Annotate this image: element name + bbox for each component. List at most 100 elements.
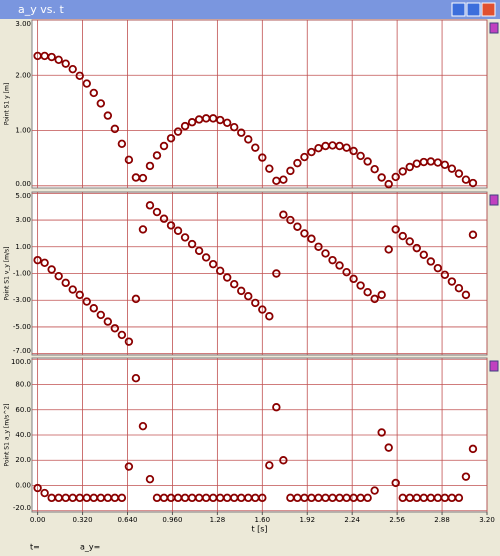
y-tick-label: -3.00 — [13, 296, 31, 304]
x-tick-label: 0.320 — [73, 516, 93, 524]
data-point — [33, 483, 42, 493]
data-point — [187, 118, 197, 127]
data-point — [370, 486, 379, 495]
data-point — [223, 273, 232, 282]
data-point — [173, 226, 183, 235]
data-point — [152, 207, 162, 217]
data-point — [145, 161, 155, 171]
data-point — [356, 281, 365, 290]
data-point — [468, 230, 478, 239]
data-point — [103, 317, 113, 326]
x-tick-label: 1.60 — [255, 516, 271, 524]
data-point — [377, 173, 386, 182]
data-point — [356, 151, 365, 161]
data-point — [265, 461, 274, 470]
data-point — [377, 290, 386, 300]
x-axis-label: t [s] — [251, 525, 267, 534]
data-point — [286, 166, 295, 176]
close-button[interactable] — [481, 2, 496, 17]
y-tick-label: 20.0 — [15, 456, 31, 464]
data-point — [75, 290, 84, 300]
data-point — [145, 201, 155, 210]
plot-area — [31, 19, 488, 189]
data-point — [370, 165, 379, 174]
data-point — [237, 128, 246, 137]
x-tick-label: 1.28 — [210, 516, 226, 524]
data-point — [377, 428, 386, 437]
data-point — [54, 55, 63, 64]
data-point — [398, 231, 407, 241]
data-point — [398, 167, 407, 176]
data-point — [152, 151, 162, 160]
data-point — [244, 135, 253, 144]
data-point — [440, 270, 450, 280]
data-point — [110, 324, 120, 333]
data-point — [349, 146, 358, 156]
data-point — [230, 279, 239, 289]
data-point — [433, 158, 443, 167]
data-point — [180, 121, 190, 131]
data-point — [223, 118, 232, 127]
data-point — [279, 175, 288, 184]
data-point — [124, 462, 134, 471]
data-point — [75, 71, 84, 81]
y-tick-label: 40.0 — [15, 431, 31, 439]
panel-icon — [489, 22, 499, 34]
y-tick-label: 0.00 — [15, 180, 31, 188]
data-point — [454, 169, 464, 178]
data-point — [461, 290, 471, 300]
data-point — [454, 283, 464, 293]
data-point — [166, 221, 176, 230]
data-point — [321, 249, 330, 258]
data-point — [307, 234, 316, 243]
data-point — [40, 258, 49, 268]
x-tick-label: 3.20 — [479, 516, 495, 524]
y-axis-label: Point S1 y [m] — [4, 83, 11, 125]
data-point — [159, 141, 169, 151]
x-tick-label: 2.56 — [389, 516, 405, 524]
data-point — [47, 52, 56, 62]
y-tick-label: 3.00 — [15, 20, 31, 28]
data-point — [405, 237, 414, 246]
panel-icon — [489, 194, 499, 206]
data-point — [89, 304, 98, 313]
data-point — [237, 286, 246, 296]
data-point — [117, 493, 127, 503]
data-point — [412, 243, 421, 253]
x-tick-label: 0.640 — [117, 516, 137, 524]
y-tick-label: 1.00 — [15, 243, 31, 251]
data-point — [159, 214, 169, 223]
data-point — [110, 124, 120, 134]
data-point — [258, 305, 267, 314]
minimize-button[interactable] — [451, 2, 466, 17]
data-point — [349, 274, 358, 284]
data-point — [215, 266, 225, 276]
title-bar — [0, 0, 500, 19]
data-point — [342, 143, 351, 152]
x-tick-label: 2.88 — [434, 516, 450, 524]
y-tick-label: 3.00 — [15, 216, 31, 224]
y-axis-label: Point S1 v_y [m/s] — [4, 246, 11, 300]
data-point — [468, 178, 478, 188]
data-point — [447, 277, 457, 286]
y-axis-label: Point S1 a_y [m/s^2] — [4, 404, 11, 467]
data-point — [131, 294, 141, 304]
y-tick-label: 100.0 — [11, 358, 31, 366]
data-point — [68, 64, 77, 74]
data-point — [258, 153, 267, 162]
y-tick-label: -1.00 — [13, 270, 31, 278]
data-point — [447, 164, 457, 173]
y-tick-label: 60.0 — [15, 406, 31, 414]
x-tick-label: 1.92 — [299, 516, 315, 524]
data-point — [293, 222, 302, 231]
data-point — [433, 263, 443, 273]
data-point — [314, 242, 323, 251]
data-point — [201, 253, 211, 262]
data-point — [384, 443, 393, 452]
maximize-button[interactable] — [466, 2, 481, 17]
data-point — [272, 269, 281, 278]
data-point — [54, 271, 63, 281]
data-point — [68, 285, 77, 294]
data-point — [293, 158, 302, 168]
data-point — [138, 173, 148, 183]
